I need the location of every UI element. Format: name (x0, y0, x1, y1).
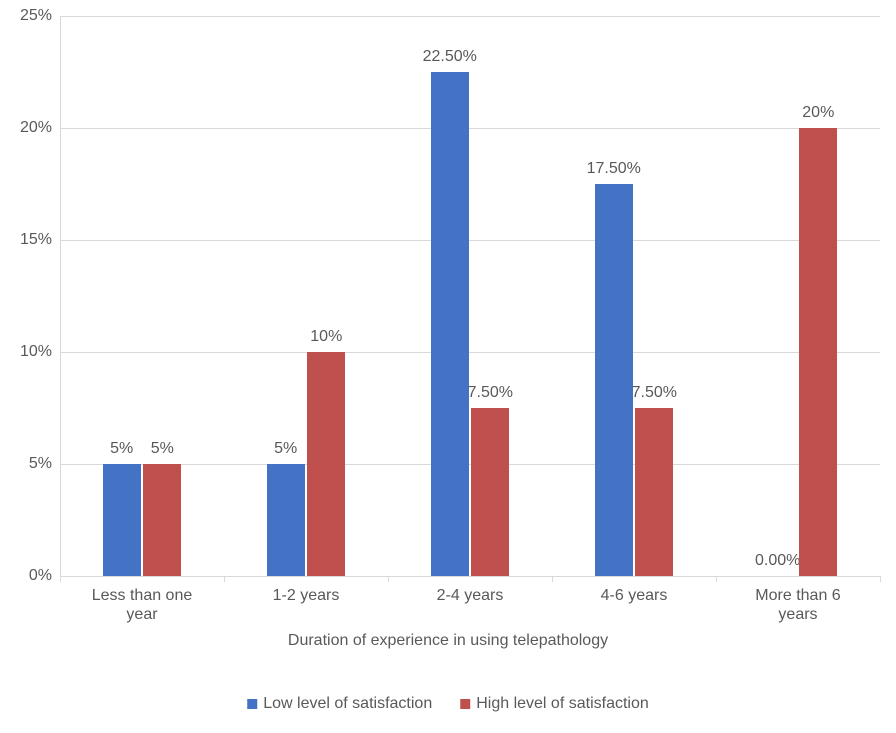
category-label: More than 6years (720, 576, 876, 624)
bar-value-label: 10% (310, 328, 342, 346)
y-tick-label: 0% (29, 567, 60, 585)
bars-layer: 5% 5% 5% 10% 22.50% 7.50% 17.50% 7.50% 0.00% 20% (60, 16, 880, 576)
bar (471, 408, 509, 576)
bar (103, 464, 141, 576)
bar (143, 464, 181, 576)
bar-chart: 0% 5% 10% 15% 20% 25% 5% 5% 5% 10% 22.50% 7.50% 17.5… (0, 0, 896, 733)
chart-legend: Low level of satisfaction High level of s… (247, 695, 649, 713)
x-axis-title: Duration of experience in using telepath… (288, 632, 608, 650)
y-tick-label: 10% (20, 343, 60, 361)
y-tick-label: 5% (29, 455, 60, 473)
bar (307, 352, 345, 576)
legend-swatch (460, 699, 470, 709)
bar-value-label: 5% (110, 440, 133, 458)
bar-value-label: 5% (151, 440, 174, 458)
bar-value-label: 5% (274, 440, 297, 458)
bar-value-label: 7.50% (632, 384, 677, 402)
legend-label: High level of satisfaction (476, 695, 649, 713)
bar-value-label: 7.50% (468, 384, 513, 402)
bar-value-label: 0.00% (755, 552, 800, 570)
category-label: 4-6 years (556, 576, 712, 605)
legend-swatch (247, 699, 257, 709)
legend-item: High level of satisfaction (460, 695, 649, 713)
y-tick-label: 15% (20, 231, 60, 249)
legend-item: Low level of satisfaction (247, 695, 432, 713)
legend-label: Low level of satisfaction (263, 695, 432, 713)
category-label: Less than oneyear (64, 576, 220, 624)
bar (431, 72, 469, 576)
bar (635, 408, 673, 576)
category-label: 2-4 years (392, 576, 548, 605)
bar-value-label: 17.50% (587, 160, 641, 178)
bar (595, 184, 633, 576)
bar (799, 128, 837, 576)
x-tick (880, 576, 881, 582)
y-tick-label: 25% (20, 7, 60, 25)
x-axis-line (60, 576, 880, 577)
bar-value-label: 20% (802, 104, 834, 122)
y-tick-label: 20% (20, 119, 60, 137)
category-label: 1-2 years (228, 576, 384, 605)
plot-area: 0%5%10%15%20%25%5%5%5%10%22.50%7.50%17.5… (60, 16, 880, 576)
bar-value-label: 22.50% (423, 48, 477, 66)
bar (267, 464, 305, 576)
